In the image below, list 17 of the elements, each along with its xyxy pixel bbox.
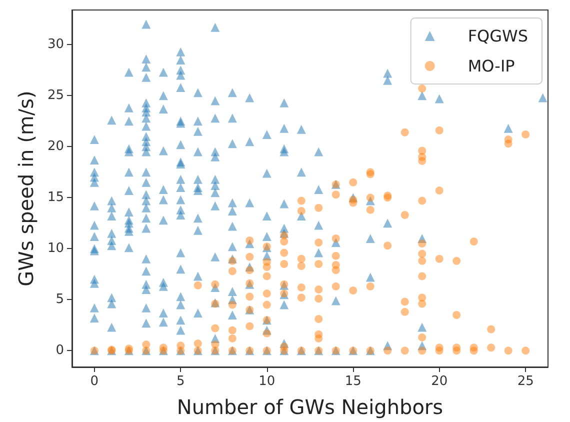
y-tick-label: 30 bbox=[47, 37, 64, 52]
y-tick-label: 10 bbox=[47, 241, 64, 256]
x-tick-label: 0 bbox=[90, 374, 99, 389]
y-tick-label: 25 bbox=[47, 88, 64, 104]
legend-label: FQGWS bbox=[468, 26, 528, 46]
x-tick-label: 10 bbox=[258, 374, 276, 389]
legend-label: MO-IP bbox=[468, 56, 516, 76]
y-tick-label: 5 bbox=[56, 292, 64, 308]
x-tick-label: 5 bbox=[176, 374, 185, 389]
x-axis-title: Number of GWs Neighbors bbox=[176, 395, 444, 419]
x-tick-label: 15 bbox=[344, 374, 362, 389]
y-tick-label: 0 bbox=[56, 343, 64, 358]
x-tick-label: 25 bbox=[517, 374, 534, 389]
y-tick-label: 15 bbox=[47, 190, 64, 206]
y-axis-title: GWs speed in (m/s) bbox=[14, 90, 38, 286]
y-tick-label: 20 bbox=[47, 139, 64, 154]
x-tick-label: 20 bbox=[431, 374, 448, 389]
